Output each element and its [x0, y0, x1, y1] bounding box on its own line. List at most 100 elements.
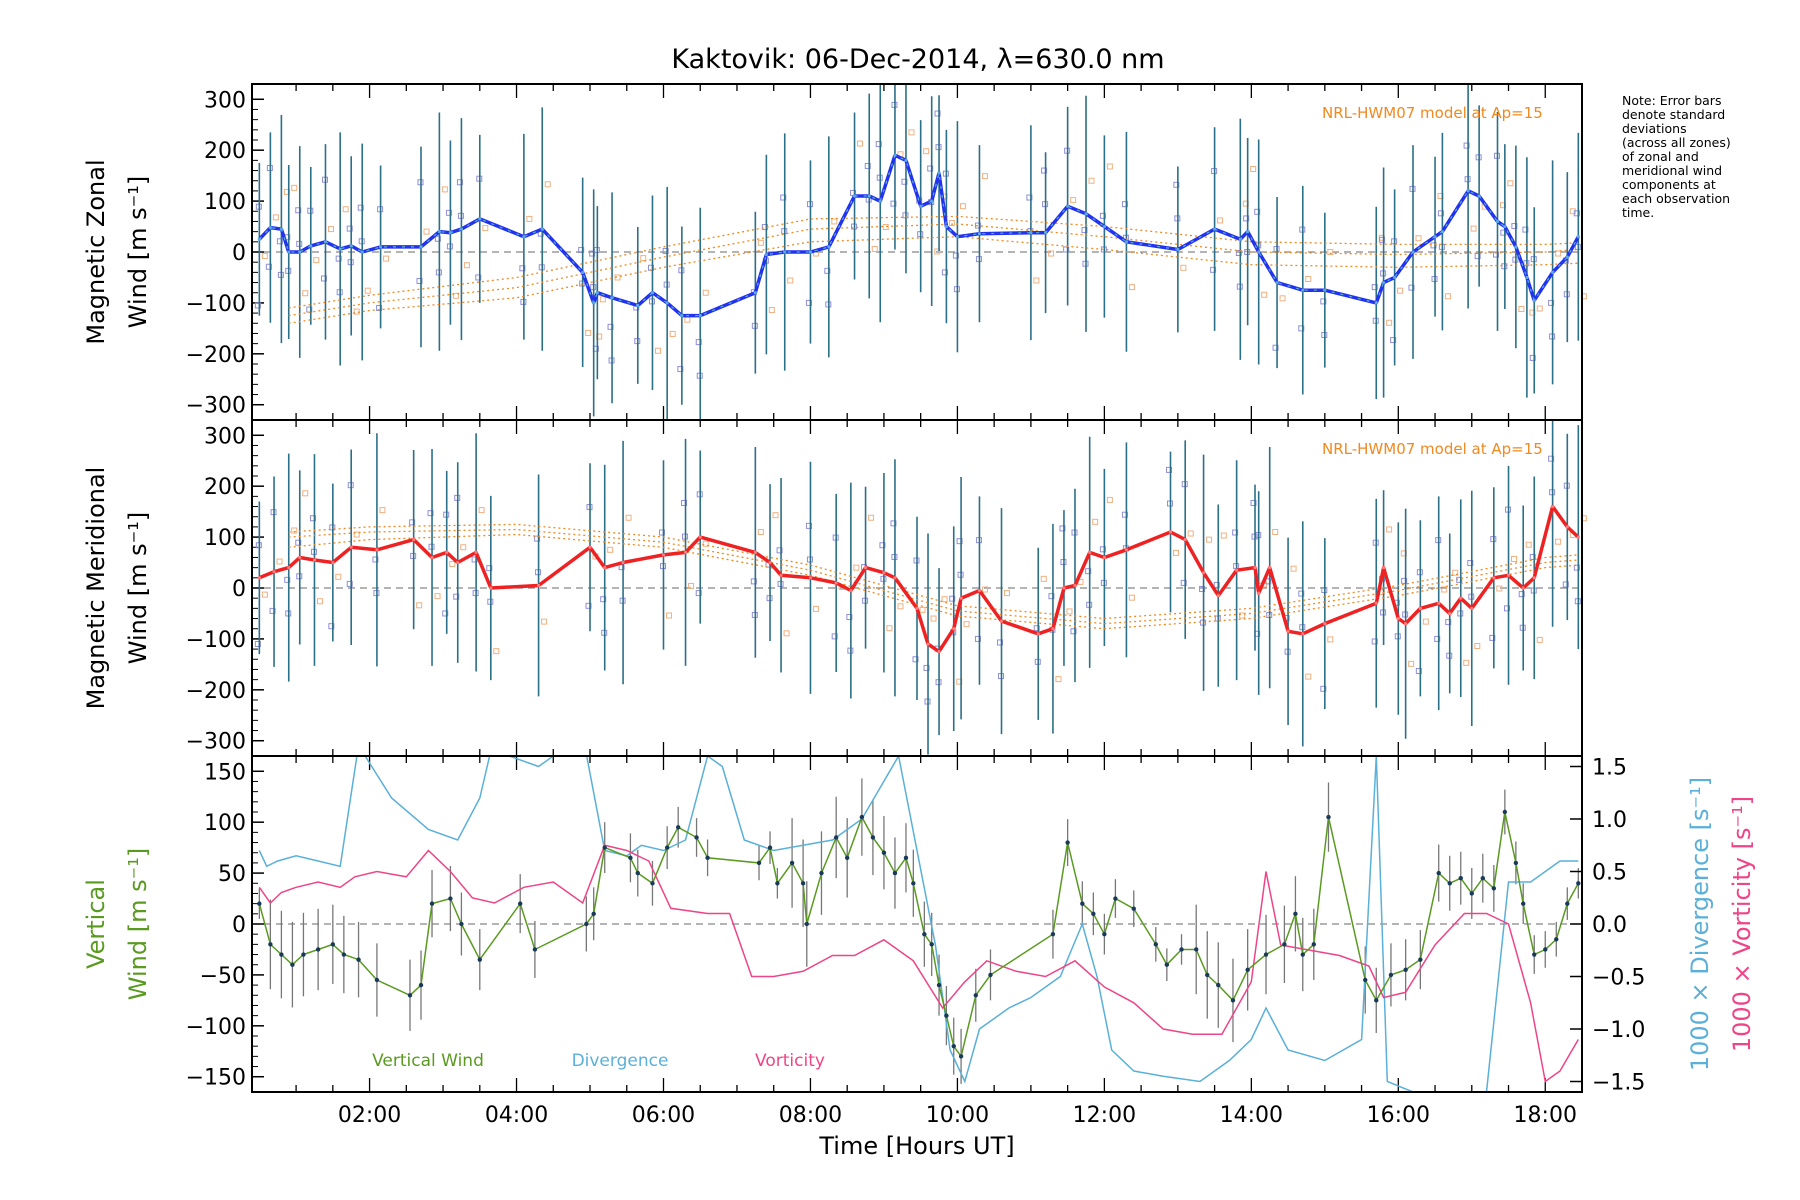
vertical-wind-point: [911, 881, 916, 886]
meridional-sample-point: [1232, 529, 1239, 536]
meridional-sample-point: [541, 618, 548, 625]
zonal-sample-point: [934, 110, 941, 117]
vertical-wind-point: [1447, 881, 1452, 886]
zonal-wind-point: [1323, 288, 1327, 292]
zonal-sample-point: [1243, 215, 1250, 222]
zonal-wind-point: [665, 301, 669, 305]
meridional-wind-point: [1470, 606, 1474, 610]
meridional-wind-point: [1216, 594, 1220, 598]
vertical-wind-point: [1263, 952, 1269, 957]
zonal-wind-point: [309, 244, 313, 248]
meridional-sample-point: [956, 538, 963, 545]
zonal-sample-point: [599, 296, 606, 303]
meridional-wind-point: [430, 555, 434, 560]
zonal-sample-point: [482, 225, 489, 232]
zonal-sample-point: [702, 289, 709, 296]
vertical-wind-point: [301, 952, 306, 957]
vertical-wind-point: [330, 942, 336, 947]
x-tick-label: 06:00: [632, 1103, 695, 1128]
meridional-sample-point: [493, 648, 500, 655]
zonal-ytick-label: −300: [186, 394, 246, 419]
zonal-sample-point: [1492, 251, 1499, 258]
meridional-sample-point: [1250, 499, 1257, 506]
legend-item: Vorticity: [755, 1051, 825, 1071]
vertical-wind-point: [694, 835, 699, 840]
zonal-wind-point: [1477, 194, 1481, 198]
zonal-wind-point: [287, 250, 291, 254]
meridional-sample-point: [1199, 586, 1206, 593]
zonal-wind-point: [937, 171, 941, 175]
zonal-model-curve: [288, 215, 1579, 309]
vertical-wind-point: [1436, 870, 1441, 876]
zonal-ylabel: Magnetic Zonal Wind [m s⁻¹]: [82, 159, 152, 344]
zonal-sample-point: [475, 274, 482, 281]
vertical-wind-point: [1050, 931, 1056, 937]
zonal-wind-point: [1212, 227, 1217, 231]
meridional-wind-point: [768, 560, 772, 565]
vertical-wind-point: [833, 835, 839, 840]
zonal-ytick-label: 200: [204, 139, 246, 164]
meridional-wind-point: [698, 535, 702, 539]
vertical-wind-point: [459, 921, 464, 927]
zonal-sample-point: [1470, 225, 1477, 232]
zonal-sample-point: [662, 247, 669, 254]
x-tick-label: 12:00: [1073, 1103, 1136, 1128]
zonal-sample-point: [1474, 253, 1481, 260]
divergence-line: [258, 756, 1579, 1092]
vertical-plot-area: [257, 756, 1581, 1092]
meridional-sample-point: [335, 573, 342, 580]
zonal-sample-point: [1555, 250, 1562, 257]
zonal-sample-point: [1536, 305, 1543, 312]
meridional-wind-point: [863, 566, 868, 570]
meridional-sample-point: [1548, 455, 1555, 462]
zonal-sample-point: [1106, 163, 1113, 170]
zonal-wind-point: [1551, 270, 1555, 274]
zonal-wind-point: [595, 291, 599, 295]
x-tick-label: 18:00: [1514, 1103, 1577, 1128]
note-line: Note: Error bars: [1622, 93, 1722, 108]
zonal-sample-point: [1522, 226, 1529, 233]
zonal-sample-point: [1379, 236, 1386, 243]
meridional-sample-point: [879, 542, 886, 549]
zonal-sample-point: [780, 194, 787, 201]
meridional-wind-point: [1062, 586, 1066, 590]
zonal-wind-point: [1532, 298, 1536, 302]
vertical-wind-point: [804, 921, 809, 927]
meridional-sample-point: [1305, 673, 1312, 680]
meridional-ytick-label: −200: [186, 679, 246, 704]
zonal-sample-point: [1261, 291, 1268, 298]
vertical-wind-point: [584, 921, 589, 927]
zonal-wind-point: [944, 224, 948, 229]
vertical-wind-point: [628, 855, 633, 861]
meridional-sample-point: [750, 578, 757, 585]
meridional-wind-point: [287, 566, 291, 570]
meridional-sample-point: [949, 595, 956, 602]
vertical-wind-point: [1543, 947, 1548, 952]
zonal-wind-point: [698, 314, 702, 318]
meridional-wind-point: [272, 570, 276, 574]
meridional-sample-point: [1441, 586, 1448, 593]
vertical-wind-point: [775, 881, 780, 886]
x-tick-label: 08:00: [779, 1103, 842, 1128]
vertical-wind-point: [268, 942, 273, 947]
vertical-wind-point: [635, 870, 640, 876]
note-line: (across all zones): [1622, 135, 1731, 150]
meridional-sample-point: [284, 576, 291, 583]
meridional-sample-point: [471, 556, 478, 563]
zonal-wind-point: [764, 252, 768, 257]
meridional-sample-point: [328, 623, 335, 630]
x-tick-label: 10:00: [926, 1103, 989, 1128]
zonal-sample-point: [291, 184, 298, 191]
zonal-sample-point: [1048, 250, 1055, 257]
meridional-sample-point: [757, 529, 764, 535]
vertical-wind-point: [1502, 809, 1508, 815]
meridional-sample-point: [846, 614, 853, 621]
vertical-wind-point: [705, 855, 710, 861]
meridional-sample-point: [254, 641, 261, 647]
vertical-wind-point: [1091, 911, 1096, 917]
zonal-sample-point: [1548, 299, 1555, 306]
meridional-sample-point: [1536, 636, 1543, 643]
zonal-wind-point: [1029, 231, 1033, 235]
meridional-model-curve: [288, 523, 1579, 620]
